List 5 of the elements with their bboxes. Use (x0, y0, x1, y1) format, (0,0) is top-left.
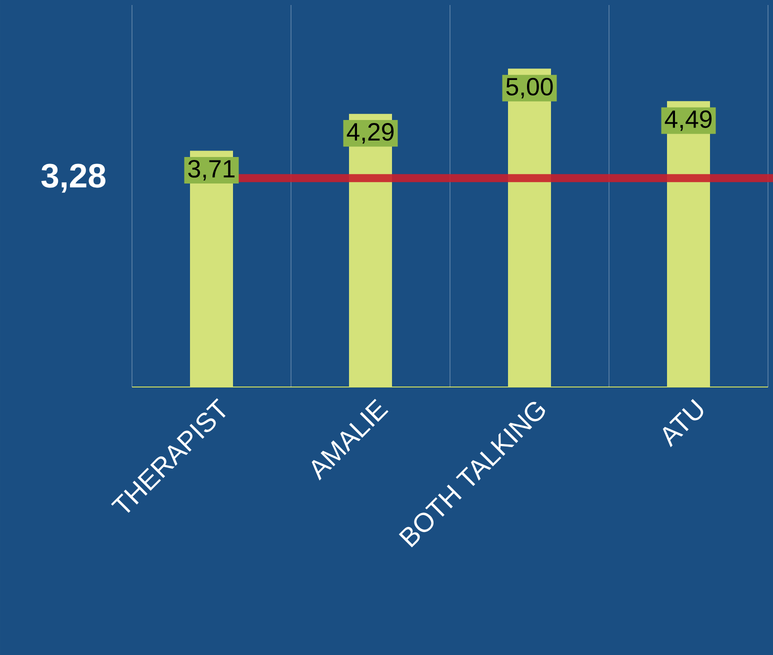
data-label: 4,29 (346, 123, 394, 144)
data-label: 3,71 (188, 160, 235, 181)
data-label: 5,00 (506, 78, 553, 98)
data-label: 4,49 (664, 110, 712, 131)
ref-line-label: 3,28 (41, 164, 106, 193)
